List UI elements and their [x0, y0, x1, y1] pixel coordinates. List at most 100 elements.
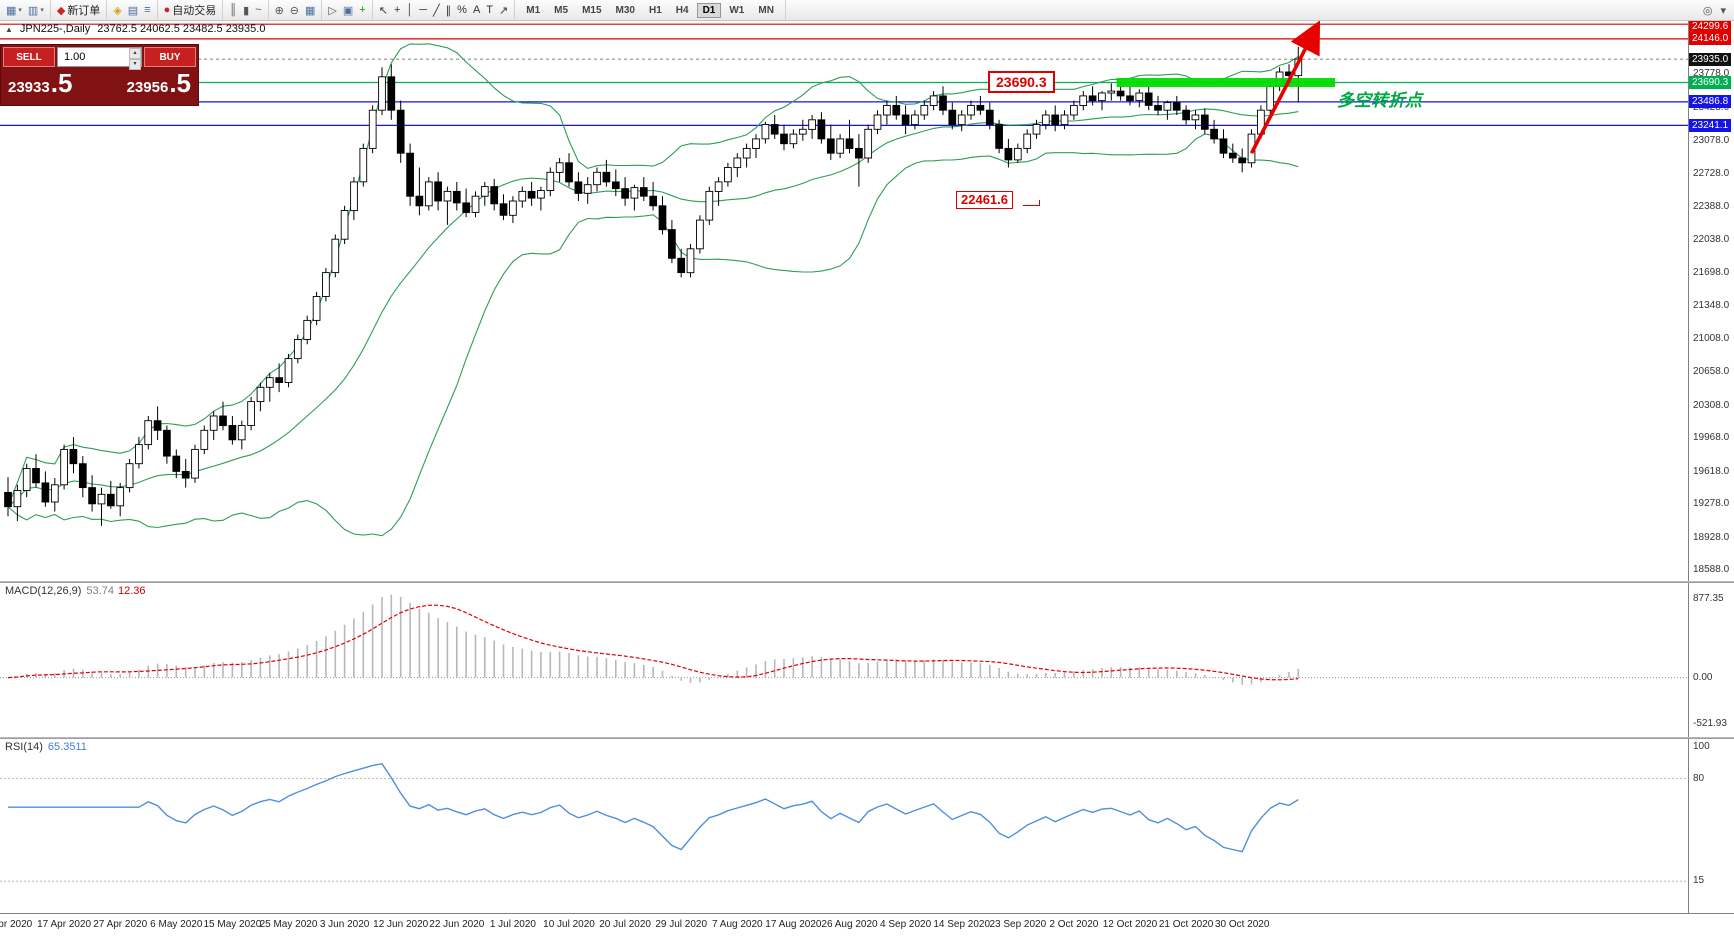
- channel-icon[interactable]: ∥: [445, 4, 452, 17]
- date-label: 2 Oct 2020: [1049, 919, 1099, 930]
- price-scale[interactable]: ▲ 23778.023428.023078.022728.022388.0220…: [1688, 20, 1734, 913]
- buy-button[interactable]: BUY: [144, 47, 196, 67]
- new-order-button[interactable]: ◆ 新订单: [56, 4, 101, 18]
- date-label: 22 Jun 2020: [429, 919, 485, 930]
- macd-panel[interactable]: MACD(12,26,9) 53.74 12.36: [0, 583, 1688, 737]
- insert-indicator-icon[interactable]: +: [359, 4, 366, 16]
- autotrading-button[interactable]: ● 自动交易: [163, 4, 217, 17]
- buy-price[interactable]: 23956 .5: [126, 68, 191, 98]
- trendline-icon[interactable]: ╱: [433, 4, 440, 17]
- price-grid-label: 877.35: [1693, 593, 1724, 605]
- rsi-label: RSI(14): [5, 741, 43, 753]
- price-grid-label: 80: [1693, 772, 1705, 784]
- quick-search-icon[interactable]: ◎: [1702, 4, 1713, 17]
- date-label: 14 Sep 2020: [933, 919, 991, 930]
- price-grid-label: 19968.0: [1693, 432, 1730, 444]
- resistance-price-label[interactable]: 23690.3: [988, 71, 1055, 93]
- navigator-icon[interactable]: ≡: [144, 4, 151, 16]
- price-grid-label: 19618.0: [1693, 465, 1730, 477]
- text-icon[interactable]: A: [472, 4, 481, 16]
- price-grid-label: 22038.0: [1693, 234, 1730, 246]
- line-chart-icon[interactable]: ~: [255, 4, 262, 16]
- date-label: 1 Jul 2020: [489, 919, 536, 930]
- date-label: 15 May 2020: [203, 919, 262, 930]
- date-label: 17 Apr 2020: [37, 919, 92, 930]
- toolbar-options-icon[interactable]: ▾: [1720, 4, 1726, 17]
- date-label: 17 Aug 2020: [765, 919, 822, 930]
- price-grid-label: 22728.0: [1693, 168, 1730, 180]
- timeframe-m1-button[interactable]: M1: [526, 4, 541, 16]
- market-watch-icon[interactable]: ◈: [113, 4, 122, 17]
- auto-scroll-icon[interactable]: ▷: [328, 4, 337, 17]
- one-click-trading-panel: SELL ▴ ▾ BUY 23933 .5 23956 .5: [0, 44, 199, 106]
- candlestick-chart[interactable]: [0, 20, 1688, 581]
- volume-decrease-button[interactable]: ▾: [129, 59, 141, 70]
- symbol-name: JPN225-,Daily: [19, 23, 91, 35]
- zoom-out-icon[interactable]: ⊖: [289, 4, 299, 17]
- macd-chart[interactable]: [0, 583, 1688, 737]
- crosshair-icon[interactable]: +: [393, 4, 401, 16]
- turning-point-note[interactable]: 多空转折点: [1337, 91, 1422, 110]
- timeframe-h1-button[interactable]: H1: [648, 4, 662, 16]
- bars-chart-icon[interactable]: ║: [229, 4, 238, 16]
- new-chart-icon[interactable]: ▦ ▾: [6, 4, 22, 17]
- timeframe-m5-button[interactable]: M5: [554, 4, 569, 16]
- panel-splitter[interactable]: [0, 581, 1734, 583]
- date-label: 12 Oct 2020: [1102, 919, 1158, 930]
- date-label: 25 May 2020: [259, 919, 318, 930]
- price-grid-label: 18588.0: [1693, 564, 1730, 575]
- data-window-icon[interactable]: ▤: [127, 4, 139, 17]
- volume-increase-button[interactable]: ▴: [129, 48, 141, 59]
- price-grid-label: 23778.0: [1693, 68, 1730, 80]
- price-grid-label: 23078.0: [1693, 134, 1730, 146]
- macd-signal-value: 12.36: [117, 585, 146, 597]
- date-label: 30 Oct 2020: [1214, 919, 1270, 930]
- volume-input[interactable]: [58, 48, 136, 66]
- date-label: 6 May 2020: [150, 919, 203, 930]
- date-label: 4 Sep 2020: [880, 919, 932, 930]
- support-price-label[interactable]: 22461.6: [956, 191, 1013, 209]
- fibonacci-icon[interactable]: %: [457, 4, 467, 16]
- timeframe-m30-button[interactable]: M30: [615, 4, 635, 16]
- cursor-icon[interactable]: ↖: [378, 4, 388, 17]
- price-grid-label: 100: [1693, 741, 1710, 752]
- timeframe-m15-button[interactable]: M15: [582, 4, 602, 16]
- arrows-icon[interactable]: ↗: [499, 4, 509, 17]
- rsi-panel[interactable]: RSI(14) 65.3511: [0, 739, 1688, 913]
- price-grid-label: 15: [1693, 875, 1705, 887]
- tile-windows-icon[interactable]: ▦: [305, 4, 316, 17]
- candlestick-chart-icon[interactable]: ▮: [243, 4, 250, 17]
- date-label: 8 Apr 2020: [0, 919, 33, 930]
- main-toolbar: ▦ ▾ ▥ ▾ ◆ 新订单 ◈ ▤ ≡ ● 自动交易 ║ ▮ ~ ⊕ ⊖ ▦ ▷ ▣ + ↖ + │ ─ ╱ ∥% A T ↗ M1 M5…: [0, 0, 1734, 21]
- symbol-icon: ▲: [5, 24, 13, 34]
- zoom-in-icon[interactable]: ⊕: [274, 4, 284, 17]
- price-grid-label: 20308.0: [1693, 399, 1730, 411]
- price-grid-label: 20658.0: [1693, 366, 1730, 378]
- profiles-icon[interactable]: ▥ ▾: [27, 4, 44, 17]
- chart-shift-icon[interactable]: ▣: [342, 4, 354, 17]
- rsi-chart[interactable]: [0, 739, 1688, 913]
- timeframe-w1-button[interactable]: W1: [729, 4, 745, 16]
- date-label: 27 Apr 2020: [93, 919, 148, 930]
- panel-splitter[interactable]: [0, 737, 1734, 739]
- timeframe-toolbar: M1 M5 M15 M30 H1 H4 D1 W1 MN: [515, 0, 786, 20]
- vertical-line-icon[interactable]: │: [406, 4, 414, 16]
- price-grid-label: -521.93: [1693, 718, 1727, 730]
- sell-price[interactable]: 23933 .5: [8, 68, 73, 98]
- price-grid-label: 18928.0: [1693, 531, 1730, 543]
- symbol-ohlc-values: 23762.5 24062.5 23482.5 23935.0: [97, 23, 266, 35]
- date-label: 21 Oct 2020: [1158, 919, 1214, 930]
- support-label-connector: [1023, 200, 1040, 206]
- timeframe-h4-button[interactable]: H4: [675, 4, 689, 16]
- timeframe-d1-button[interactable]: D1: [696, 2, 722, 18]
- horizontal-line-icon[interactable]: ─: [419, 4, 428, 16]
- price-tag: 23241.1: [1689, 118, 1732, 132]
- chart-panel[interactable]: ▲ JPN225-,Daily 23762.5 24062.5 23482.5 …: [0, 20, 1688, 581]
- price-grid-label: 22388.0: [1693, 200, 1730, 212]
- text-label-icon[interactable]: T: [486, 4, 494, 16]
- price-tag: 24299.6: [1689, 20, 1732, 33]
- sell-button[interactable]: SELL: [3, 47, 55, 67]
- timeframe-mn-button[interactable]: MN: [758, 4, 774, 16]
